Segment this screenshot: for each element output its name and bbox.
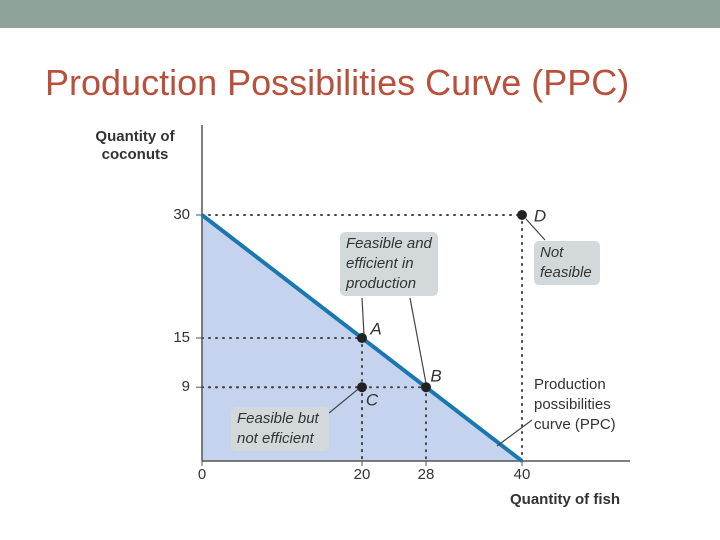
y-tick-label: 15 [173,329,190,346]
header-band [0,0,720,28]
point-label: A [369,319,381,338]
callout-leader [525,218,546,241]
x-tick-label: 20 [354,466,371,483]
y-axis-label: Quantity of coconuts [95,128,175,163]
point [421,382,431,393]
x-axis-label: Quantity of fish [510,491,620,508]
slide-title: Production Possibilities Curve (PPC) [45,62,630,103]
callout-leader [496,419,533,447]
y-tick-label: 30 [173,206,190,223]
annotation: Production possibilities curve (PPC) [534,376,616,433]
annotation: Not feasible [534,241,600,285]
point [357,333,367,343]
x-tick-label: 40 [514,466,531,483]
annotation: Feasible but not efficient [231,407,329,451]
point-label: C [366,391,379,410]
x-tick-label: 0 [198,466,206,483]
point-label: B [430,367,441,386]
point [357,382,367,393]
y-tick-label: 9 [182,378,190,395]
callout-leader [361,297,365,336]
callout-leader [409,297,427,384]
x-tick-label: 28 [418,466,435,483]
callout-leader [328,388,359,414]
annotation: Feasible and efficient in production [340,232,438,296]
point [517,210,527,220]
point-label: D [534,206,546,225]
